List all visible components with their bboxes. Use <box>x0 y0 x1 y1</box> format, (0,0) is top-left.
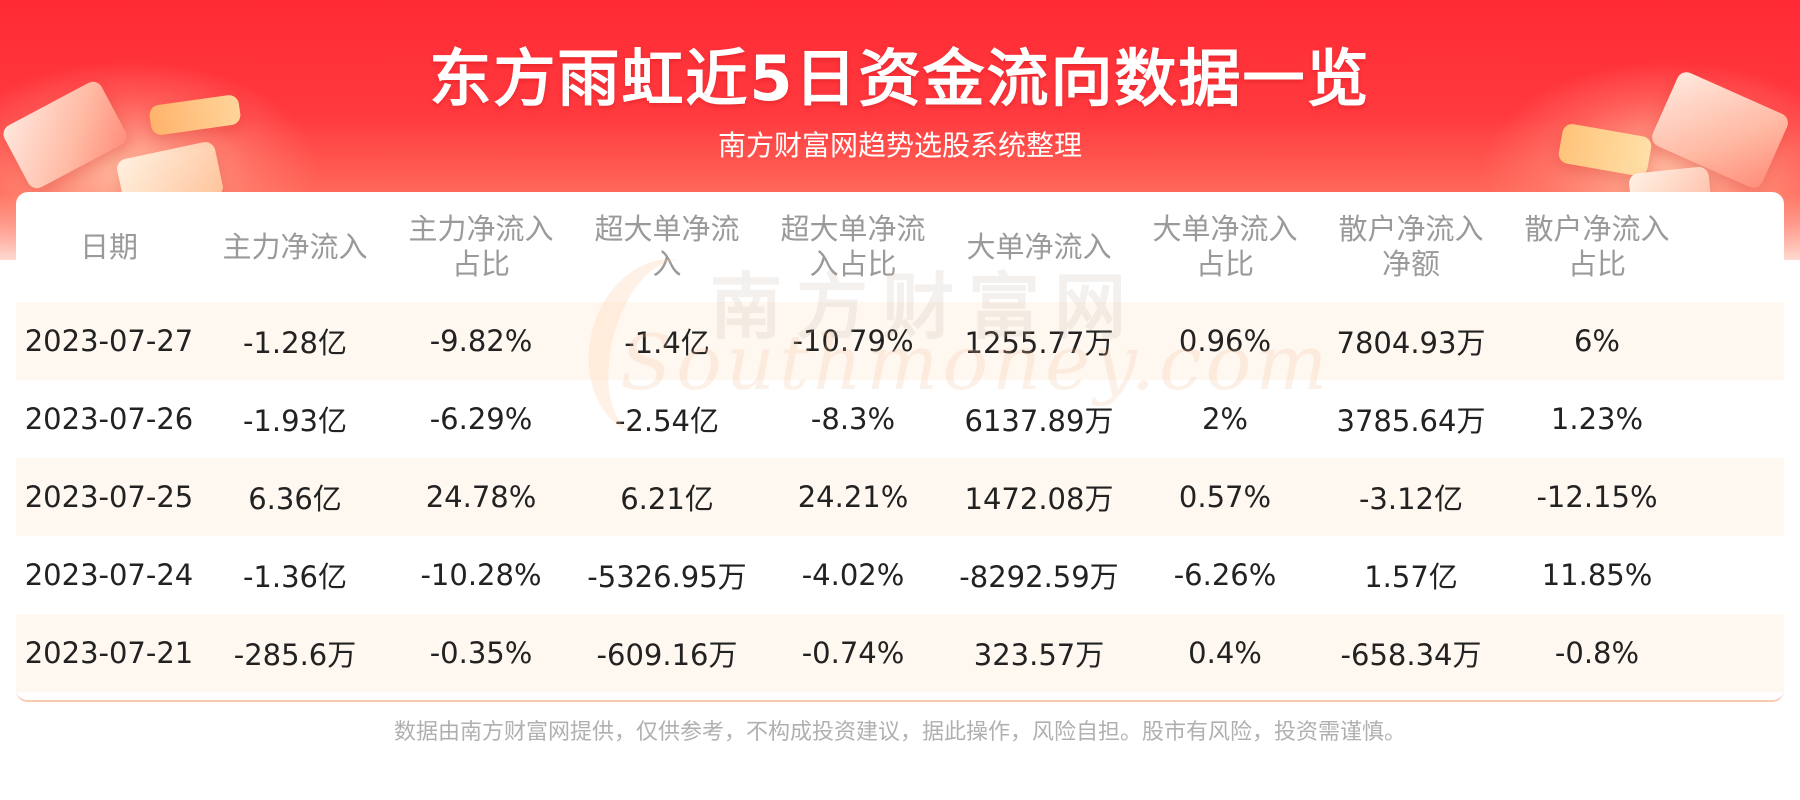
table-cell: -285.6万 <box>233 638 357 672</box>
column-header-retail-inflow-pct: 散户净流入占比 <box>1524 212 1670 281</box>
table-cell: -8.3% <box>810 402 896 436</box>
column-header-retail-inflow: 散户净流入净额 <box>1338 212 1484 281</box>
table-cell: 2023-07-21 <box>24 636 194 670</box>
table-cell: 2023-07-26 <box>24 402 194 436</box>
table-cell: -1.93亿 <box>242 404 348 438</box>
table-row: 2023-07-27 -1.28亿 -9.82% -1.4亿 -10.79% 1… <box>16 302 1784 380</box>
table-cell: 2023-07-27 <box>24 324 194 358</box>
table-cell: -658.34万 <box>1340 638 1482 672</box>
column-header-large-inflow: 大单净流入 <box>966 229 1112 264</box>
table-cell: -0.74% <box>801 636 905 670</box>
table-header: 日期 主力净流入 主力净流入占比 超大单净流入 超大单净流入占比 大单净流入 大… <box>16 192 1784 302</box>
table-cell: 1.23% <box>1550 402 1644 436</box>
table-cell: 323.57万 <box>973 638 1105 672</box>
page-title: 东方雨虹近5日资金流向数据一览 <box>429 42 1371 115</box>
table-row: 2023-07-21 -285.6万 -0.35% -609.16万 -0.74… <box>16 614 1784 692</box>
page-subtitle: 南方财富网趋势选股系统整理 <box>717 129 1082 162</box>
table-cell: -2.54亿 <box>614 404 720 438</box>
table-cell: -0.8% <box>1554 636 1640 670</box>
table-cell: 6137.89万 <box>964 404 1114 438</box>
table-cell: 3785.64万 <box>1336 404 1486 438</box>
table-cell: -0.35% <box>429 636 533 670</box>
table-cell: 0.4% <box>1188 636 1262 670</box>
table-cell: -6.26% <box>1173 558 1277 592</box>
table-cell: -9.82% <box>429 324 533 358</box>
table-cell: 2% <box>1201 402 1248 436</box>
table-cell: -12.15% <box>1536 480 1658 514</box>
table-cell: 1255.77万 <box>964 326 1114 360</box>
table-row: 2023-07-26 -1.93亿 -6.29% -2.54亿 -8.3% 61… <box>16 380 1784 458</box>
table-cell: 6% <box>1573 324 1620 358</box>
table-cell: 24.78% <box>425 480 537 514</box>
table-cell: 6.36亿 <box>248 482 342 516</box>
table-cell: -8292.59万 <box>959 560 1119 594</box>
column-header-large-inflow-pct: 大单净流入占比 <box>1152 212 1298 281</box>
column-header-date: 日期 <box>79 229 138 264</box>
table-cell: -6.29% <box>429 402 533 436</box>
column-header-main-inflow-pct: 主力净流入占比 <box>408 212 554 281</box>
column-header-xl-inflow-pct: 超大单净流入占比 <box>780 212 926 281</box>
table-cell: 0.57% <box>1178 480 1272 514</box>
table-row: 2023-07-25 6.36亿 24.78% 6.21亿 24.21% 147… <box>16 458 1784 536</box>
table-cell: -5326.95万 <box>587 560 747 594</box>
column-header-xl-inflow: 超大单净流入 <box>594 212 740 281</box>
column-header-main-inflow: 主力净流入 <box>222 229 368 264</box>
table-cell: 11.85% <box>1541 558 1653 592</box>
table-cell: 0.96% <box>1178 324 1272 358</box>
table-cell: -1.36亿 <box>242 560 348 594</box>
table-cell: -10.28% <box>420 558 542 592</box>
table-cell: 7804.93万 <box>1336 326 1486 360</box>
table-cell: -10.79% <box>792 324 914 358</box>
table-cell: 24.21% <box>797 480 909 514</box>
table-cell: -1.4亿 <box>624 326 710 360</box>
table-cell: -4.02% <box>801 558 905 592</box>
table-cell: 6.21亿 <box>620 482 714 516</box>
table-cell: 1.57亿 <box>1364 560 1458 594</box>
data-table-card: 日期 主力净流入 主力净流入占比 超大单净流入 超大单净流入占比 大单净流入 大… <box>16 192 1784 702</box>
table-cell: -1.28亿 <box>242 326 348 360</box>
table-body: 2023-07-27 -1.28亿 -9.82% -1.4亿 -10.79% 1… <box>16 302 1784 692</box>
disclaimer-text: 数据由南方财富网提供，仅供参考，不构成投资建议，据此操作，风险自担。股市有风险，… <box>393 720 1406 745</box>
table-row: 2023-07-24 -1.36亿 -10.28% -5326.95万 -4.0… <box>16 536 1784 614</box>
table-cell: 2023-07-25 <box>24 480 194 514</box>
table-cell: 1472.08万 <box>964 482 1114 516</box>
table-cell: -609.16万 <box>596 638 738 672</box>
table-cell: 2023-07-24 <box>24 558 194 592</box>
table-cell: -3.12亿 <box>1358 482 1464 516</box>
